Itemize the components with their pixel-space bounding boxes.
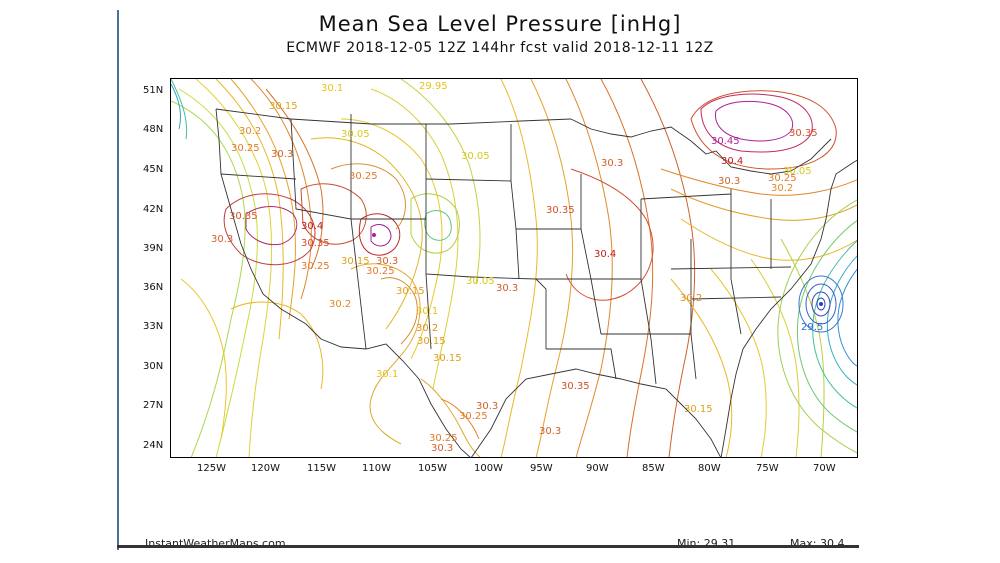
isobar-label: 30.3	[271, 149, 293, 160]
isobar-label: 30.25	[366, 266, 395, 277]
lat-label: 33N	[143, 321, 164, 332]
lat-label: 24N	[143, 440, 164, 451]
isobar-label: 30.2	[680, 293, 702, 304]
isobar-label: 30.35	[229, 211, 258, 222]
left-frame-rule	[117, 10, 119, 550]
footer-mask	[120, 548, 860, 563]
isobar-label: 29.5	[801, 322, 823, 333]
lon-label: 90W	[586, 463, 609, 474]
lat-label: 48N	[143, 124, 164, 135]
lon-label: 70W	[813, 463, 836, 474]
isobar-label: 30.35	[546, 205, 575, 216]
isobar-label: 30.2	[771, 183, 793, 194]
isobar-label: 30.25	[459, 411, 488, 422]
isobar-label: 30.2	[329, 299, 351, 310]
lon-label: 105W	[418, 463, 447, 474]
isobar-label: 29.95	[419, 81, 448, 92]
map-subtitle: ECMWF 2018-12-05 12Z 144hr fcst valid 20…	[286, 40, 714, 56]
isobar-label: 30.3	[211, 234, 233, 245]
lat-label: 27N	[143, 400, 164, 411]
lon-label: 115W	[307, 463, 336, 474]
isobar-label: 30.3	[431, 443, 453, 454]
isobar-label: 30.15	[417, 336, 446, 347]
isobar-label: 30.3	[718, 176, 740, 187]
lat-label: 51N	[143, 85, 164, 96]
lat-label: 39N	[143, 243, 164, 254]
isobar-label: 30.25	[301, 261, 330, 272]
lat-label: 30N	[143, 361, 164, 372]
isobar-label: 30.4	[594, 249, 616, 260]
isobar-label: 30.35	[561, 381, 590, 392]
isobar-label: 30.4	[301, 221, 323, 232]
isobar-label: 30.25	[429, 433, 458, 444]
isobar-label: 30.25	[768, 173, 797, 184]
lon-label: 125W	[197, 463, 226, 474]
isobar-label: 30.15	[684, 404, 713, 415]
lon-label: 95W	[530, 463, 553, 474]
lon-label: 110W	[362, 463, 391, 474]
isobar-label: 30.25	[231, 143, 260, 154]
isobar-label: 30.2	[416, 323, 438, 334]
isobar-label: 30.2	[239, 126, 261, 137]
isobar-label: 30.15	[341, 256, 370, 267]
bottom-frame-rule	[117, 545, 859, 548]
isobar-label: 30.05	[341, 129, 370, 140]
isobar-label: 30.35	[301, 238, 330, 249]
isobar-label: 30.3	[476, 401, 498, 412]
isobars-west	[171, 79, 481, 457]
isobar-label: 30.15	[269, 101, 298, 112]
isobar-label: 30.3	[376, 256, 398, 267]
map-title: Mean Sea Level Pressure [inHg]	[318, 12, 682, 36]
lat-label: 36N	[143, 282, 164, 293]
isobar-label: 30.4	[721, 156, 743, 167]
isobar-label: 30.1	[321, 83, 343, 94]
lat-label: 42N	[143, 204, 164, 215]
pressure-centers	[372, 233, 823, 306]
isobar-label: 30.3	[539, 426, 561, 437]
isobar-label: 30.05	[783, 166, 812, 177]
isobar-label: 30.35	[789, 128, 818, 139]
isobar-label: 30.05	[461, 151, 490, 162]
high-center-marker-west	[372, 233, 376, 237]
isobars-east	[500, 79, 857, 457]
pressure-map: 30.1 29.95 30.15 30.2 30.25 30.3 30.05 30.25 30.…	[170, 78, 858, 458]
isobar-label: 30.45	[711, 136, 740, 147]
lon-label: 85W	[642, 463, 665, 474]
isobar-label: 30.1	[376, 369, 398, 380]
atlantic-low	[171, 79, 857, 454]
lon-label: 100W	[474, 463, 503, 474]
lon-label: 80W	[698, 463, 721, 474]
isobar-label: 30.1	[416, 306, 438, 317]
lat-label: 45N	[143, 164, 164, 175]
isobar-label: 30.3	[601, 158, 623, 169]
lon-label: 75W	[756, 463, 779, 474]
low-center-marker	[819, 302, 823, 306]
political-boundaries	[215, 108, 857, 457]
isobar-label: 30.15	[433, 353, 462, 364]
map-canvas: 30.1 29.9530.1530.230.2530.330.0530.2530.…	[171, 79, 857, 457]
isobar-label: 30.15	[396, 286, 425, 297]
isobar-label: 30.05	[466, 276, 495, 287]
isobar-label: 30.25	[349, 171, 378, 182]
lon-label: 120W	[251, 463, 280, 474]
isobar-labels: 30.1 29.9530.1530.230.2530.330.0530.2530.…	[211, 81, 823, 454]
isobar-label: 30.3	[496, 283, 518, 294]
